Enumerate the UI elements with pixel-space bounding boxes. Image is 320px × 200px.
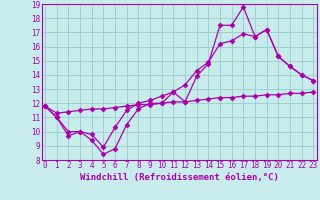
X-axis label: Windchill (Refroidissement éolien,°C): Windchill (Refroidissement éolien,°C) [80,173,279,182]
